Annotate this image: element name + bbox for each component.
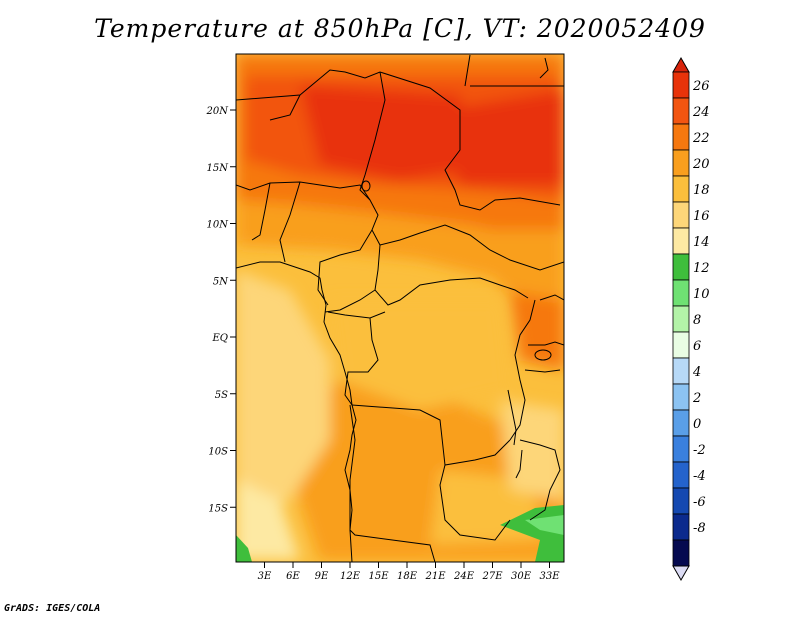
colorbar-segment [672,513,690,541]
colorbar-segment [672,253,690,281]
colorbar-label: 2 [692,391,701,406]
colorbar-label: -8 [693,521,706,536]
band-16-18-highlands [500,400,564,500]
colorbar-label: 4 [692,365,701,380]
longitude-axis: 3E 6E 9E 12E 15E 18E 21E 24E 27E 30E 33E [258,562,560,582]
map-frame [235,53,565,563]
colorbar-label: -4 [693,469,706,484]
colorbar-label: 16 [693,209,710,224]
colorbar-label: 24 [692,105,710,120]
colorbar-label: 10 [693,287,710,302]
lat-tick-label: 15S [208,503,228,514]
band-14-16-coast [236,480,300,560]
band-16-18-atlantic [236,270,330,520]
lat-tick-label: 15N [207,163,230,174]
band-26-plus-core [300,85,470,180]
band-12-14-southeast-edge [525,515,564,535]
colorbar-label: 6 [693,339,701,354]
colorbar-label: 0 [693,417,701,432]
colorbar-bottom-arrow [672,565,690,582]
lon-tick-label: 9E [315,571,329,582]
colorbar-segment [672,539,690,567]
colorbar-segment [672,175,690,203]
chart-title: Temperature at 850hPa [C], VT: 202005240… [94,14,706,43]
colorbar-segment [672,201,690,229]
colorbar-segment [672,461,690,489]
colorbar-segment [672,71,690,99]
colorbar-segment [672,227,690,255]
grads-credit: GrADS: IGES/COLA [4,603,101,614]
band-18-20-congo [330,300,510,410]
colorbar-label: 12 [693,261,710,276]
coastline [236,261,357,562]
colorbar-segment [672,149,690,177]
lat-tick-label: 5S [215,390,228,401]
lon-tick-label: 18E [397,571,418,582]
band-26-plus-east [440,90,564,185]
band-20-22-east [480,230,564,300]
lat-tick-label: 20N [206,106,230,117]
colorbar-segment [672,305,690,333]
band-22-24-lakes [510,290,564,370]
lat-tick-label: 5N [213,276,229,287]
colorbar-segment [672,409,690,437]
lat-tick-label: 10S [208,447,228,458]
colorbar-label: -2 [693,443,706,458]
lon-tick-label: 30E [511,571,532,582]
latitude-axis: 20N 15N 10N 5N EQ 5S 10S 15S [206,106,236,514]
colorbar-label: -6 [693,495,706,510]
colorbar-label: 18 [693,183,710,198]
lon-tick-label: 33E [539,571,560,582]
colorbar-top-arrow [672,56,690,73]
colorbar-segment [672,383,690,411]
lat-tick-label: EQ [212,333,229,344]
colorbar-label: 22 [692,131,710,146]
lon-tick-label: 12E [340,571,361,582]
lon-tick-label: 21E [424,571,446,582]
lon-tick-label: 6E [286,571,300,582]
colorbar-label: 26 [692,79,710,94]
colorbar-label: 8 [693,313,701,328]
colorbar-segment [672,435,690,463]
colorbar-label: 14 [693,235,710,250]
lat-tick-label: 10N [207,220,230,231]
lon-tick-label: 24E [453,571,475,582]
colorbar-segment [672,487,690,515]
band-12-14-southwest [236,535,252,562]
colorbar-segment [672,357,690,385]
temperature-field [236,54,564,562]
colorbar-label: 20 [692,157,710,172]
lakes [361,57,552,479]
lon-tick-label: 27E [481,571,503,582]
lon-tick-label: 15E [368,571,389,582]
colorbar-segment [672,97,690,125]
colorbar-segment [672,331,690,359]
colorbar-segment [672,279,690,307]
colorbar-segment [672,123,690,151]
lon-tick-label: 3E [258,571,272,582]
